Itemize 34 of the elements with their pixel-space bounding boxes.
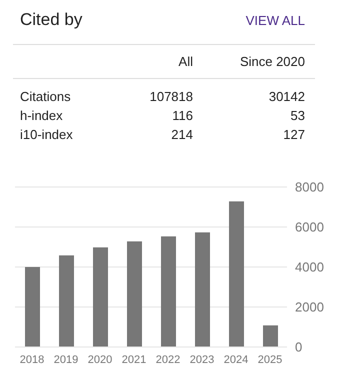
bar bbox=[127, 241, 142, 347]
category-label: h-index bbox=[20, 108, 63, 123]
bar bbox=[93, 247, 108, 347]
bar bbox=[195, 232, 210, 347]
x-tick-label: 2024 bbox=[224, 354, 248, 365]
text: 127 bbox=[283, 127, 305, 142]
text: 116 bbox=[172, 108, 193, 123]
bar bbox=[59, 255, 74, 347]
x-tick-label: 2025 bbox=[258, 354, 282, 365]
x-tick-label: 2018 bbox=[20, 354, 44, 365]
x-tick-label: 2021 bbox=[122, 354, 146, 365]
bar bbox=[25, 267, 40, 347]
x-tick-label: 2022 bbox=[156, 354, 180, 365]
category-label: Since 2020 bbox=[240, 54, 305, 69]
y-tick-label: 6000 bbox=[295, 220, 324, 235]
text: 30142 bbox=[268, 89, 305, 104]
x-tick-label: 2019 bbox=[54, 354, 78, 365]
text: 107818 bbox=[150, 89, 193, 104]
text: Cited by bbox=[20, 10, 82, 30]
category-label: i10-index bbox=[20, 127, 73, 142]
y-tick-label: 8000 bbox=[295, 180, 324, 195]
y-tick-label: 4000 bbox=[295, 260, 324, 275]
x-tick-label: 2020 bbox=[88, 354, 112, 365]
text: 214 bbox=[171, 127, 193, 142]
bar bbox=[161, 236, 176, 347]
bar bbox=[229, 201, 244, 347]
text: VIEW ALL bbox=[246, 13, 305, 28]
text: 53 bbox=[290, 108, 305, 123]
y-tick-label: 0 bbox=[295, 340, 302, 355]
y-tick-label: 2000 bbox=[295, 300, 324, 315]
category-label: Citations bbox=[20, 89, 71, 104]
bar bbox=[263, 325, 278, 347]
x-tick-label: 2023 bbox=[190, 354, 214, 365]
category-label: All bbox=[178, 54, 193, 69]
